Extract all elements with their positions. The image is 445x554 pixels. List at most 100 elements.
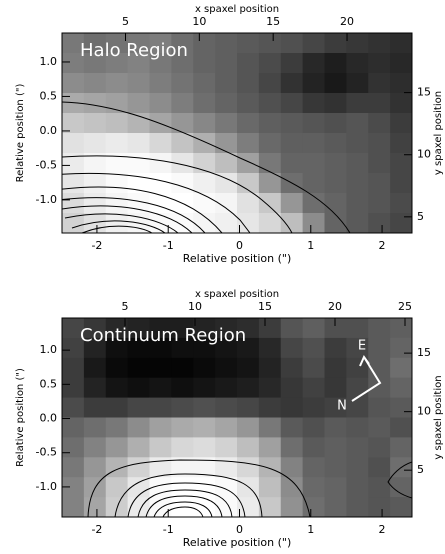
- pixel: [149, 397, 172, 418]
- x2-tick-label: 25: [398, 300, 412, 313]
- panel-halo: [62, 33, 413, 234]
- pixel: [149, 133, 172, 154]
- pixel: [346, 193, 369, 214]
- y-tick-label: -0.5: [36, 446, 57, 459]
- x2-tick-label: 15: [266, 15, 280, 28]
- pixel: [280, 93, 304, 114]
- pixel: [302, 193, 325, 214]
- y-tick-label: 0.5: [40, 377, 58, 390]
- pixel: [83, 93, 107, 114]
- pixel: [215, 173, 238, 194]
- pixel: [258, 53, 282, 74]
- contour: [114, 473, 263, 517]
- pixel: [368, 477, 391, 498]
- pixel: [149, 477, 172, 498]
- pixel: [324, 377, 347, 399]
- x-tick-label: -2: [91, 239, 102, 252]
- pixel: [237, 337, 260, 359]
- pixel: [171, 213, 194, 234]
- pixel: [302, 318, 325, 339]
- y-tick-label: -1.0: [36, 480, 57, 493]
- pixel: [83, 477, 107, 498]
- contour: [162, 506, 204, 517]
- pixel: [149, 337, 172, 359]
- pixel: [368, 193, 391, 214]
- pixel: [346, 53, 369, 74]
- pixel: [280, 397, 304, 418]
- pixel: [83, 173, 107, 194]
- pixel: [280, 337, 304, 359]
- pixel: [62, 377, 85, 399]
- y-axis-label: Relative position ("): [15, 84, 26, 183]
- pixel: [171, 437, 194, 458]
- compass-arrows: [351, 354, 382, 402]
- pixel: [171, 73, 194, 94]
- pixel: [149, 153, 172, 174]
- pixel: [62, 497, 85, 518]
- pixel: [324, 417, 347, 438]
- y2-axis-label: y spaxel position: [433, 91, 444, 175]
- pixel: [346, 457, 369, 478]
- pixel: [215, 33, 238, 54]
- pixel: [390, 153, 413, 174]
- pixel: [127, 53, 150, 74]
- pixel: [324, 93, 347, 114]
- pixel: [237, 173, 260, 194]
- pixel: [324, 397, 347, 418]
- pixel: [127, 377, 150, 399]
- pixel: [83, 497, 107, 518]
- pixel: [237, 113, 260, 134]
- pixel: [127, 93, 150, 114]
- pixel: [302, 93, 325, 114]
- pixel: [237, 318, 260, 339]
- pixel: [105, 193, 129, 214]
- pixel: [324, 213, 347, 234]
- pixel: [324, 33, 347, 54]
- pixel: [237, 377, 260, 399]
- x-tick-label: -2: [91, 523, 102, 536]
- pixel: [127, 437, 150, 458]
- pixel: [302, 113, 325, 134]
- y2-tick-label: 15: [417, 86, 431, 99]
- pixel: [258, 497, 282, 518]
- pixel: [105, 337, 129, 359]
- pixel: [171, 318, 194, 339]
- pixel: [62, 93, 85, 114]
- pixel: [149, 437, 172, 458]
- pixel: [280, 377, 304, 399]
- pixel: [368, 457, 391, 478]
- pixel: [105, 377, 129, 399]
- x-axis-label: Relative position ("): [183, 536, 292, 549]
- pixel: [280, 477, 304, 498]
- pixel: [324, 73, 347, 94]
- pixel: [302, 377, 325, 399]
- pixel: [193, 113, 216, 134]
- pixel: [368, 133, 391, 154]
- pixel: [258, 417, 282, 438]
- pixel: [62, 213, 85, 234]
- pixel: [368, 153, 391, 174]
- pixel: [193, 437, 216, 458]
- x2-axis-label: x spaxel position: [195, 289, 279, 300]
- y-tick-label: 1.0: [40, 343, 58, 356]
- pixel: [390, 318, 413, 339]
- pixel: [105, 213, 129, 234]
- pixel: [171, 377, 194, 399]
- pixel: [62, 33, 85, 54]
- pixel: [324, 337, 347, 359]
- pixel: [171, 457, 194, 478]
- pixel: [62, 318, 85, 339]
- pixel: [368, 113, 391, 134]
- pixel: [346, 437, 369, 458]
- pixel: [346, 318, 369, 339]
- pixel: [127, 173, 150, 194]
- x2-axis-label: x spaxel position: [195, 4, 279, 15]
- pixel: [280, 113, 304, 134]
- pixel: [237, 213, 260, 234]
- pixel: [105, 437, 129, 458]
- pixel: [171, 397, 194, 418]
- pixel: [215, 417, 238, 438]
- pixel: [237, 457, 260, 478]
- pixel: [368, 53, 391, 74]
- pixel: [105, 93, 129, 114]
